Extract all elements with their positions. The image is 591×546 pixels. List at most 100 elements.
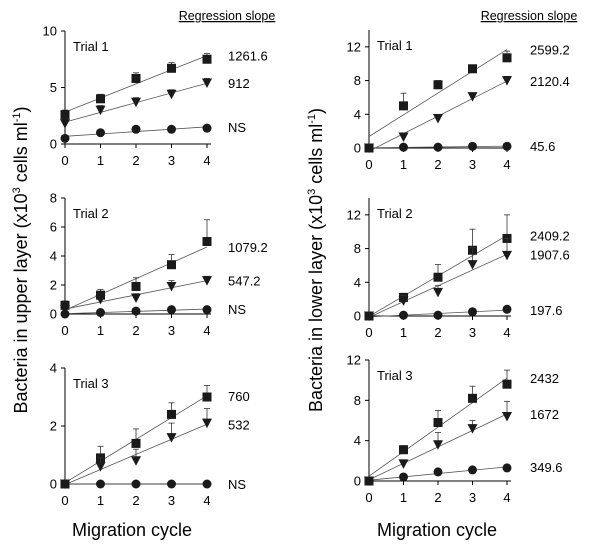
- data-point: [95, 295, 106, 305]
- data-point: [131, 479, 141, 489]
- y-tick-label: 12: [347, 353, 361, 368]
- data-point: [96, 128, 105, 138]
- y-tick-label: 12: [347, 207, 361, 222]
- data-point: [60, 309, 70, 319]
- y-axis-label-left: Bacteria in upper layer (x103 cells ml-1…: [11, 106, 31, 413]
- y-tick-label: 8: [354, 241, 361, 256]
- data-point: [131, 456, 141, 466]
- trial-label: Trial 2: [73, 206, 109, 221]
- data-point: [202, 78, 212, 88]
- series-square: 1079.2: [60, 219, 268, 311]
- series-square: 1261.6: [60, 49, 268, 120]
- slope-label: 1261.6: [228, 49, 268, 64]
- data-point: [202, 54, 212, 64]
- slope-label: NS: [228, 302, 246, 317]
- data-point: [167, 305, 176, 315]
- x-tick-label: 4: [503, 490, 510, 505]
- data-point: [502, 463, 512, 473]
- x-tick-label: 4: [203, 493, 210, 508]
- data-point: [433, 440, 443, 450]
- x-tick-label: 2: [132, 153, 139, 168]
- x-tick-label: 3: [469, 157, 476, 172]
- y-tick-label: 8: [354, 393, 361, 408]
- x-tick-label: 4: [203, 323, 210, 338]
- data-point: [502, 141, 512, 151]
- data-point: [399, 101, 408, 111]
- panel-upper-trial-3: 0 2 4 0 1 2 3 4 Trial 3 760 532 NS: [50, 361, 250, 509]
- data-point: [502, 53, 512, 63]
- series-circle: 349.6: [364, 460, 563, 486]
- panel-upper-trial-2: 0 2 4 6 8 0 1 2 3 4 Trial 2 1079.2 547.2 NS: [50, 191, 268, 339]
- data-point: [167, 124, 176, 134]
- data-point: [433, 272, 443, 282]
- y-tick-label: 5: [50, 80, 57, 95]
- y-tick-label: 0: [354, 309, 361, 324]
- trial-label: Trial 2: [377, 206, 413, 221]
- x-tick-label: 2: [434, 157, 441, 172]
- data-point: [166, 89, 177, 100]
- x-axis-label-right: Migration cycle: [377, 520, 497, 540]
- trial-label: Trial 3: [377, 368, 413, 383]
- data-point: [202, 392, 212, 402]
- data-point: [502, 250, 512, 261]
- x-tick-label: 2: [434, 490, 441, 505]
- data-point: [96, 94, 105, 104]
- data-point: [502, 379, 512, 389]
- series-circle: 45.6: [364, 139, 555, 154]
- data-point: [433, 287, 443, 298]
- series-circle: 197.6: [364, 303, 563, 321]
- trial-label: Trial 3: [73, 376, 109, 391]
- data-point: [468, 393, 477, 403]
- y-tick-label: 12: [347, 39, 361, 54]
- data-point: [433, 418, 443, 428]
- data-point: [131, 306, 141, 316]
- data-point: [398, 132, 409, 143]
- data-point: [95, 105, 106, 116]
- x-tick-label: 4: [203, 153, 210, 168]
- data-point: [502, 304, 512, 314]
- x-tick-label: 3: [469, 490, 476, 505]
- data-point: [167, 409, 176, 419]
- x-tick-label: 1: [97, 493, 104, 508]
- slope-label: 1907.6: [530, 247, 570, 262]
- data-point: [502, 76, 512, 86]
- slope-label: NS: [228, 477, 246, 492]
- y-tick-label: 8: [354, 73, 361, 88]
- trial-label: Trial 1: [377, 38, 413, 53]
- y-tick-label: 6: [50, 220, 57, 235]
- regression-line: [64, 55, 208, 113]
- series-circle: NS: [60, 120, 246, 143]
- series-circle: NS: [60, 477, 246, 492]
- data-point: [167, 260, 176, 270]
- x-tick-label: 3: [469, 325, 476, 340]
- x-tick-label: 1: [400, 490, 407, 505]
- slope-header-left: Regression slope: [179, 9, 276, 23]
- data-point: [468, 64, 477, 74]
- slope-label: NS: [228, 120, 246, 135]
- series-triangle-down: 547.2: [60, 274, 261, 315]
- data-point: [131, 97, 141, 108]
- x-tick-label: 3: [168, 493, 175, 508]
- y-tick-label: 0: [50, 477, 57, 492]
- slope-label: 2432: [530, 371, 559, 386]
- y-tick-label: 0: [354, 474, 361, 489]
- panel-upper-trial-1: 0 5 10 0 1 2 3 4 Trial 1 1261.6 912 NS: [43, 24, 268, 169]
- data-point: [60, 479, 70, 489]
- data-point: [468, 465, 477, 475]
- data-point: [202, 305, 212, 315]
- data-point: [467, 92, 478, 102]
- x-tick-label: 0: [61, 323, 68, 338]
- y-tick-label: 8: [50, 191, 57, 206]
- slope-label: 1672: [530, 407, 559, 422]
- data-point: [468, 307, 477, 317]
- data-point: [96, 479, 105, 489]
- x-tick-label: 3: [168, 323, 175, 338]
- slope-label: 2120.4: [530, 74, 570, 89]
- series-square: 760: [60, 384, 250, 489]
- y-tick-label: 10: [43, 24, 57, 39]
- data-point: [364, 143, 374, 153]
- x-tick-label: 1: [400, 157, 407, 172]
- data-point: [433, 114, 443, 124]
- data-point: [60, 133, 70, 143]
